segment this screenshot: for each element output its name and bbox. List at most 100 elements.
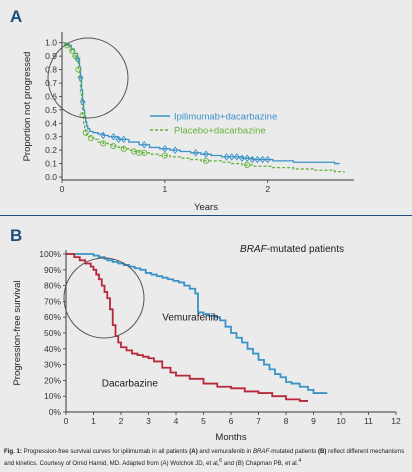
panel-b-series-2-line <box>66 253 308 402</box>
panel-b-x-tick-label: 11 <box>364 416 373 426</box>
panel-a-y-tick-label: 0.4 <box>45 118 57 128</box>
panel-b-y-tick-label: 10% <box>44 391 61 401</box>
panel-b-y-tick-label: 40% <box>44 344 61 354</box>
panel-a-series-1-censor-marker <box>120 135 127 144</box>
panel-b-x-tick-label: 12 <box>391 416 401 426</box>
panel-a-x-tick-label: 0 <box>60 184 65 194</box>
panel-a-series-1-censor-marker <box>172 146 179 154</box>
panel-a-series-1-censor-marker <box>259 155 266 164</box>
panel-a-series-1-censor-marker <box>223 153 230 161</box>
panel-a-x-tick-label: 2 <box>265 184 270 194</box>
panel-a-y-tick-label: 0.2 <box>45 145 57 155</box>
panel-a-series-2-censor-marker <box>202 157 210 164</box>
panel-b-x-tick-label: 4 <box>174 416 179 426</box>
panel-b-y-tick-label: 0% <box>49 407 62 417</box>
panel-b-x-tick-label: 6 <box>229 416 234 426</box>
panel-a-y-tick-label: 0.7 <box>45 78 57 88</box>
panel-a-highlight-circle <box>47 37 129 119</box>
panel-b-label: B <box>10 226 22 245</box>
caption-text-1: Progression-free survival curves for ipi… <box>21 448 190 455</box>
caption-text-4: reflect different mechanisms and kinetic… <box>4 448 405 467</box>
panel-b-y-tick-label: 60% <box>44 312 61 322</box>
panel-divider <box>0 215 412 216</box>
panel-a-legend-label-2: Placebo+dacarbazine <box>174 126 266 137</box>
panel-a-series-1-line <box>62 42 340 165</box>
panel-a-series-2-censor-marker <box>75 66 82 73</box>
panel-a-y-tick-label: 0.9 <box>45 51 57 61</box>
panel-b-y-tick-label: 50% <box>44 328 61 338</box>
panel-a-y-axis-title: Proportion not progressed <box>22 52 33 162</box>
chart-panel-b: B0%10%20%30%40%50%60%70%80%90%100%0 1 2 3 4 5… <box>10 226 401 443</box>
panel-b-y-axis-title: Progression-free survival <box>12 280 23 385</box>
panel-a-series-1-censor-marker <box>228 153 235 161</box>
panel-b-x-axis-title: Months <box>215 432 246 443</box>
panel-b-x-tick-label: 5 <box>201 416 206 426</box>
panel-a-y-tick-label: 0.5 <box>45 105 57 115</box>
panel-b-series-2-label: Dacarbazine <box>102 379 159 390</box>
caption-ref-b: (B) <box>318 448 327 455</box>
caption-text-3: -mutated patients <box>269 448 318 455</box>
panel-b-x-tick-label: 9 <box>311 416 316 426</box>
panel-a-y-tick-label: 0.8 <box>45 65 57 75</box>
panel-a-series-2-censor-marker <box>120 145 127 152</box>
panel-b-y-tick-label: 70% <box>44 296 61 306</box>
panel-b-x-tick-label: 8 <box>284 416 289 426</box>
panel-b-series-1-line <box>66 253 328 394</box>
caption-text-5: and (B) Chapman PB, et al. <box>222 459 299 467</box>
panel-a-series-2-censor-marker <box>72 53 79 60</box>
panel-a-series-1-censor-marker <box>110 132 117 141</box>
panel-a-x-tick-label: 1 <box>162 184 167 194</box>
panel-b-title-rest: -mutated patients <box>267 244 344 255</box>
panel-a-y-tick-label: 1.0 <box>45 38 57 48</box>
figure-caption: Fig. 1: Progression-free survival curves… <box>4 447 408 468</box>
panel-a-series-1-censor-marker <box>203 150 209 158</box>
panel-b-highlight-circle <box>63 257 145 339</box>
panel-a-series-1-censor-marker <box>74 55 81 63</box>
chart-panel-a: A 0.0 0.1 0.2 0.3 0.4 0.5 0.6 0.7 0.8 0.9 1.0 0 1 2 Yea… <box>10 7 354 213</box>
panel-a-series-1-censor-marker <box>264 155 271 164</box>
caption-sup-1: 6 <box>219 457 223 464</box>
panel-b-y-tick-label: 30% <box>44 360 61 370</box>
panel-a-series-1-censor-marker <box>254 155 261 164</box>
panel-a-series-1-censor-marker <box>141 141 148 149</box>
panel-a-series-1-censor-marker <box>161 145 168 153</box>
panel-a-series-2-censor-marker <box>110 143 117 150</box>
panel-a-y-tick-label: 0.6 <box>45 91 57 101</box>
panel-a-series-2-line <box>62 42 345 173</box>
caption-braf: BRAF <box>252 448 270 455</box>
panel-a-series-2-censor-marker <box>244 161 251 168</box>
caption-sup-2: 4 <box>298 457 302 464</box>
panel-b-x-tick-label: 10 <box>336 416 346 426</box>
panel-b-series-1-label: Vemurafenib <box>162 312 219 323</box>
panel-a-y-tick-label: 0.3 <box>45 132 57 142</box>
caption-ref-a: (A) <box>189 448 198 455</box>
panel-a-series-2-censor-marker <box>141 149 148 156</box>
panel-b-title-italic: BRAF <box>240 244 268 255</box>
panel-a-series-2-censor-marker <box>161 152 168 159</box>
panel-b-x-tick-label: 1 <box>91 416 96 426</box>
panel-b-x-tick-label: 2 <box>119 416 124 426</box>
panel-a-series-1-censor-marker <box>192 149 199 157</box>
panel-b-title: BRAF-mutated patients <box>240 244 344 255</box>
panel-b-x-tick-label: 0 <box>64 416 69 426</box>
panel-a-series-2-censor-marker <box>69 47 76 54</box>
panel-a-series-2-censor-marker <box>100 140 107 147</box>
panel-a-series-1-censor-marker <box>239 154 245 162</box>
panel-a-legend-label-1: Ipilimumab+dacarbazine <box>174 112 277 123</box>
panel-b-y-tick-label: 20% <box>44 375 61 385</box>
panel-a-series-1-censor-marker <box>244 154 251 162</box>
panel-a-y-tick-label: 0.0 <box>45 172 57 182</box>
panel-a-series-2-censor-marker <box>87 135 94 142</box>
panel-a-x-axis-title: Years <box>194 202 218 213</box>
panel-a-series-1-censor-marker <box>233 153 240 161</box>
panel-b-y-tick-label: 100% <box>39 249 61 259</box>
caption-fig-label: Fig. 1: <box>4 448 22 455</box>
panel-a-series-1-censor-marker <box>100 131 107 140</box>
panel-b-x-tick-label: 7 <box>256 416 261 426</box>
panel-a-label: A <box>10 7 22 26</box>
panel-a-series-1-censor-marker <box>249 155 256 164</box>
caption-text-2: and vemurafenib in <box>197 448 253 455</box>
panel-a-y-tick-label: 0.1 <box>45 159 57 169</box>
panel-b-x-tick-label: 3 <box>146 416 151 426</box>
